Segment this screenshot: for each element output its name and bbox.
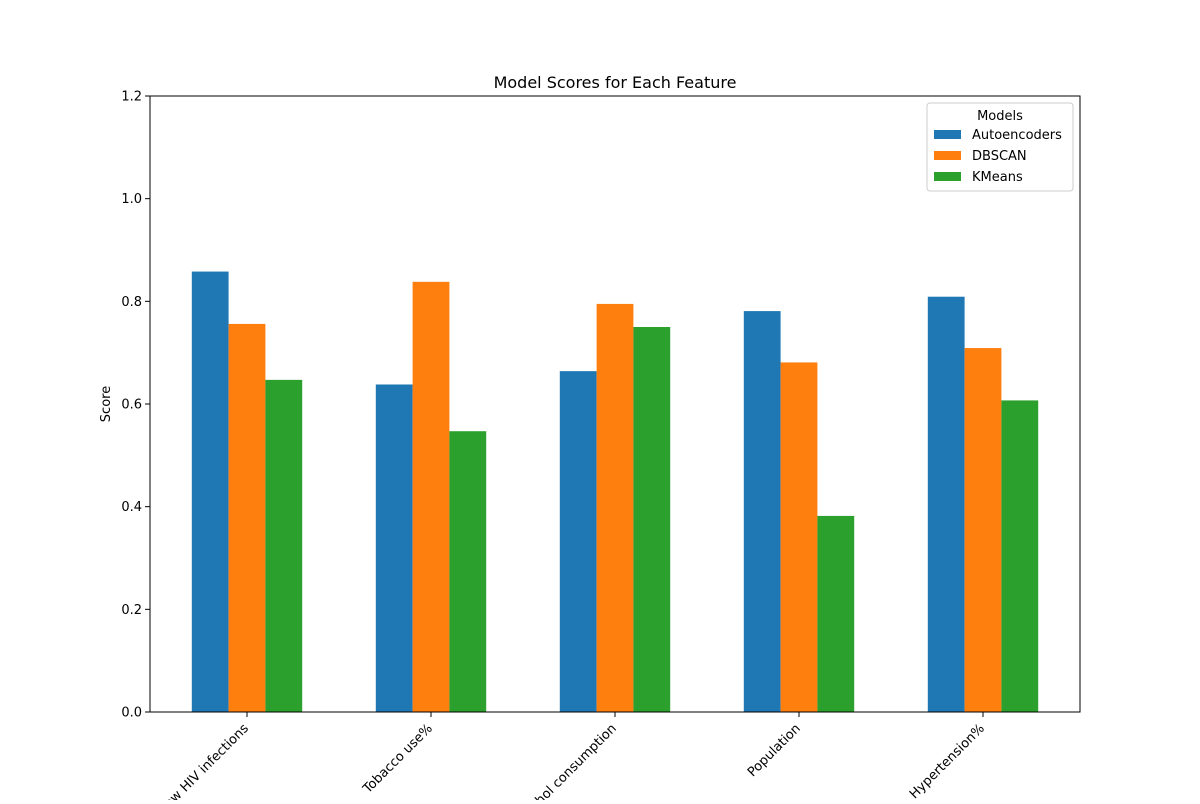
bar-dbscan-1 xyxy=(412,281,450,712)
x-tick-label: Hypertension% xyxy=(907,721,988,800)
y-tick-label: 1.0 xyxy=(121,192,142,207)
x-axis: New HIV infections Tobacco use% Alcohol co… xyxy=(155,712,988,800)
legend-box xyxy=(926,102,1074,192)
legend-title: Models xyxy=(977,109,1023,124)
y-tick-label: 0.2 xyxy=(121,603,142,618)
y-axis: 0.0 0.2 0.4 0.6 0.8 1.0 1.2 xyxy=(121,90,150,721)
bar-kmeans-2 xyxy=(633,327,671,712)
bar-autoencoders-4 xyxy=(927,296,965,712)
bar-dbscan-0 xyxy=(228,323,266,712)
x-tick-label: Alcohol consumption xyxy=(513,721,620,800)
x-tick-label: Tobacco use% xyxy=(360,721,436,797)
x-tick-label: New HIV infections xyxy=(155,721,252,800)
bar-autoencoders-2 xyxy=(559,371,597,712)
legend-swatch-kmeans xyxy=(934,172,961,181)
bar-kmeans-3 xyxy=(817,515,855,712)
bar-kmeans-1 xyxy=(449,431,487,712)
plot-frame xyxy=(149,95,1081,713)
legend-label-kmeans: KMeans xyxy=(972,170,1023,185)
y-axis-label: Score xyxy=(99,386,114,422)
y-tick-label: 0.0 xyxy=(121,706,142,721)
bars-layer xyxy=(191,271,1039,712)
legend-swatch-autoencoders xyxy=(934,130,961,139)
y-tick-label: 0.4 xyxy=(121,500,142,515)
bar-dbscan-4 xyxy=(964,348,1002,712)
y-tick-label: 1.2 xyxy=(121,90,142,105)
legend-label-autoencoders: Autoencoders xyxy=(972,128,1062,143)
bar-kmeans-0 xyxy=(265,379,303,712)
bar-autoencoders-0 xyxy=(191,271,229,712)
bar-autoencoders-3 xyxy=(743,311,781,712)
legend-label-dbscan: DBSCAN xyxy=(972,149,1027,164)
y-tick-label: 0.8 xyxy=(121,295,142,310)
bar-autoencoders-1 xyxy=(375,384,413,712)
bar-kmeans-4 xyxy=(1001,400,1039,712)
bar-dbscan-3 xyxy=(780,362,818,712)
x-tick-label: Population xyxy=(745,721,804,780)
y-tick-label: 0.6 xyxy=(121,398,142,413)
legend-swatch-dbscan xyxy=(934,151,961,160)
legend: Models Autoencoders DBSCAN KMeans xyxy=(926,102,1074,192)
bar-dbscan-2 xyxy=(596,303,634,712)
chart-title: Model Scores for Each Feature xyxy=(494,73,737,92)
